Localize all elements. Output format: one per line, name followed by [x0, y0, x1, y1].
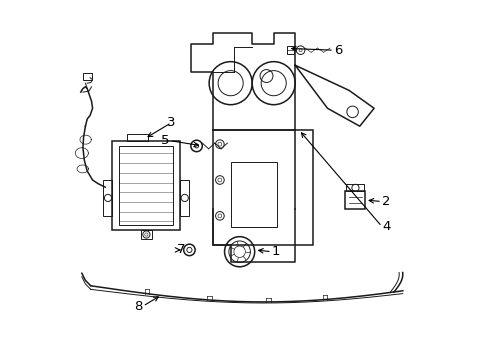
Text: 6: 6 — [334, 44, 343, 57]
Text: 7: 7 — [177, 243, 185, 256]
Bar — [231, 162, 277, 226]
Text: 4: 4 — [382, 220, 391, 233]
Bar — [287, 46, 294, 54]
Bar — [213, 130, 313, 244]
Text: 8: 8 — [134, 300, 143, 313]
Bar — [346, 184, 365, 192]
Text: 2: 2 — [382, 195, 391, 208]
Bar — [83, 73, 92, 80]
Bar — [180, 180, 190, 216]
Bar — [141, 230, 152, 239]
Bar — [120, 146, 173, 225]
Text: 3: 3 — [167, 116, 176, 129]
Bar — [126, 134, 148, 140]
Text: 1: 1 — [272, 245, 280, 258]
Bar — [103, 180, 112, 216]
Text: 5: 5 — [161, 134, 170, 147]
Bar — [345, 192, 365, 209]
Bar — [112, 140, 180, 230]
